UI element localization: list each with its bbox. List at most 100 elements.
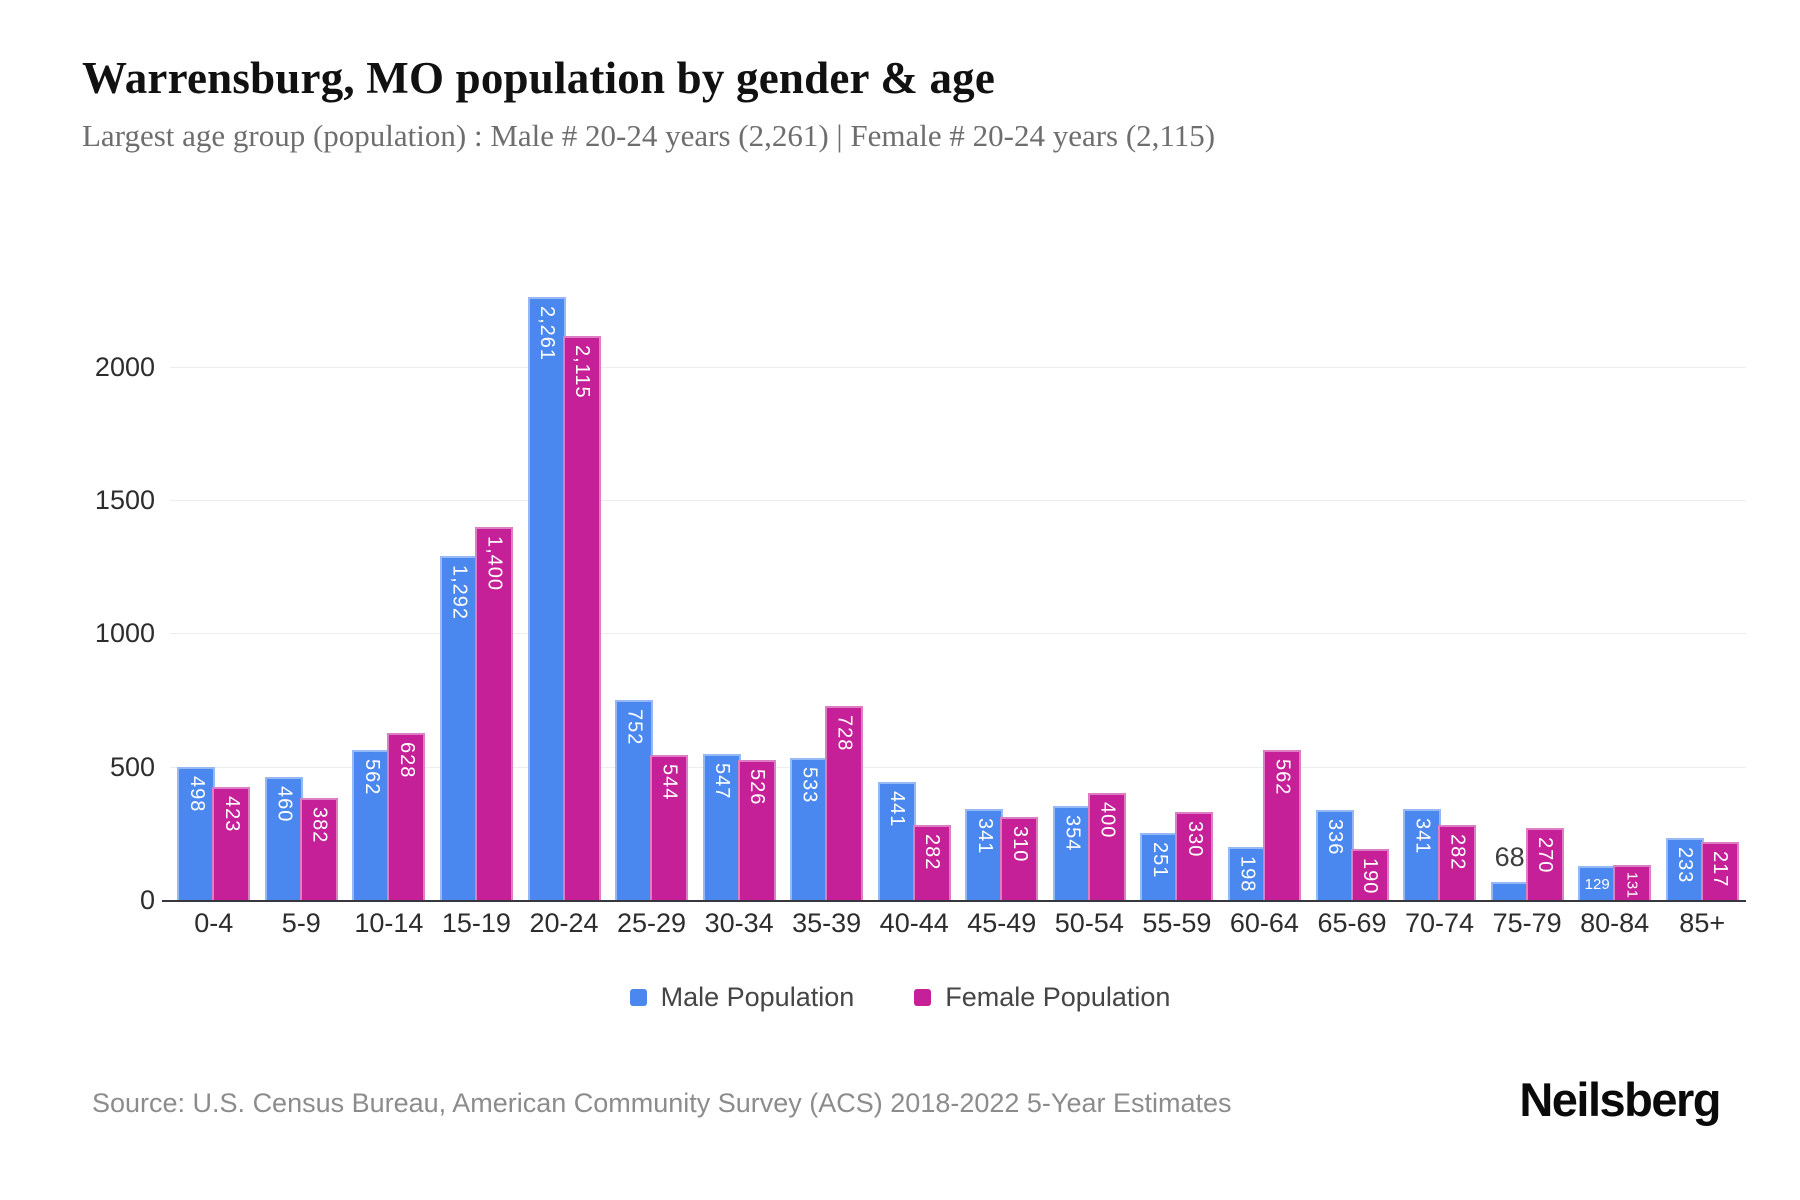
- neilsberg-logo: Neilsberg: [1519, 1073, 1721, 1126]
- bar-male-10-14[interactable]: 562: [352, 750, 391, 900]
- x-axis-tick-label: 70-74: [1405, 908, 1475, 938]
- bar-female-0-4[interactable]: 423: [212, 787, 251, 900]
- source-attribution: Source: U.S. Census Bureau, American Com…: [92, 1088, 1232, 1118]
- x-axis-line: [162, 900, 1746, 902]
- bar-male-15-19[interactable]: 1,292: [439, 556, 478, 900]
- bar-value-label: 68: [1494, 842, 1525, 872]
- bar-value-label: 198: [1236, 856, 1259, 893]
- bar-male-70-74[interactable]: 341: [1403, 809, 1442, 900]
- legend: Male Population Female Population: [0, 982, 1800, 1013]
- gridline: [170, 500, 1746, 502]
- x-axis-tick-label: 85+: [1679, 908, 1726, 938]
- bar-male-50-54[interactable]: 354: [1052, 806, 1091, 900]
- y-axis-tick-label: 1500: [94, 485, 155, 516]
- legend-label-female: Female Population: [945, 982, 1171, 1012]
- x-axis-tick-label: 15-19: [441, 908, 511, 938]
- x-axis-tick-label: 55-59: [1142, 908, 1212, 938]
- bar-value-label: 628: [395, 742, 418, 779]
- bar-male-75-79[interactable]: [1490, 882, 1529, 900]
- bar-value-label: 217: [1709, 851, 1732, 888]
- gridline: [170, 766, 1746, 768]
- chart-subtitle: Largest age group (population) : Male # …: [82, 118, 1216, 153]
- x-axis-tick-label: 75-79: [1492, 908, 1562, 938]
- x-axis-tick-label: 65-69: [1317, 908, 1387, 938]
- bar-female-30-34[interactable]: 526: [737, 760, 776, 900]
- bar-male-20-24[interactable]: 2,261: [527, 297, 566, 900]
- bar-value-label: 544: [658, 764, 681, 801]
- x-axis-tick-label: 45-49: [967, 908, 1037, 938]
- bar-male-30-34[interactable]: 547: [702, 754, 741, 900]
- bar-female-75-79[interactable]: 270: [1525, 828, 1564, 900]
- bar-value-label: 282: [1446, 834, 1469, 871]
- bar-value-label: 728: [833, 715, 856, 752]
- bar-male-0-4[interactable]: 498: [177, 767, 216, 900]
- bar-male-5-9[interactable]: 460: [264, 777, 303, 900]
- bar-value-label: 251: [1148, 842, 1171, 879]
- bar-value-label: 341: [1411, 818, 1434, 855]
- bar-female-85+[interactable]: 217: [1700, 842, 1739, 900]
- x-axis-tick-label: 5-9: [281, 908, 321, 938]
- bar-male-80-84[interactable]: 129: [1578, 866, 1617, 900]
- bar-value-label: 341: [973, 818, 996, 855]
- bar-value-label: 270: [1534, 837, 1557, 874]
- bar-male-85+[interactable]: 233: [1665, 838, 1704, 900]
- x-axis-tick-label: 25-29: [617, 908, 687, 938]
- bar-male-25-29[interactable]: 752: [615, 700, 654, 900]
- bar-female-15-19[interactable]: 1,400: [474, 527, 513, 900]
- x-axis-tick-label: 60-64: [1229, 908, 1299, 938]
- legend-label-male: Male Population: [660, 982, 855, 1012]
- y-axis-tick-label: 2000: [94, 351, 155, 382]
- legend-item-female[interactable]: Female Population: [914, 982, 1170, 1013]
- x-axis-tick-label: 80-84: [1580, 908, 1650, 938]
- y-axis-tick-label: 0: [139, 885, 155, 915]
- bar-value-label: 460: [273, 786, 296, 823]
- bar-male-40-44[interactable]: 441: [877, 782, 916, 900]
- bar-value-label: 2,115: [571, 345, 593, 399]
- y-axis-tick-label: 500: [109, 751, 155, 782]
- bar-female-55-59[interactable]: 330: [1175, 812, 1214, 900]
- bar-male-55-59[interactable]: 251: [1140, 833, 1179, 900]
- bar-value-label: 131: [1623, 872, 1641, 899]
- x-axis-tick-label: 35-39: [792, 908, 862, 938]
- x-axis-tick-label: 50-54: [1054, 908, 1124, 938]
- bar-male-35-39[interactable]: 533: [790, 758, 829, 900]
- legend-item-male[interactable]: Male Population: [629, 982, 855, 1013]
- bar-value-label: 526: [746, 769, 769, 806]
- bar-value-label: 441: [886, 791, 909, 828]
- bar-female-20-24[interactable]: 2,115: [562, 336, 601, 900]
- bar-male-65-69[interactable]: 336: [1315, 810, 1354, 900]
- bar-female-50-54[interactable]: 400: [1087, 793, 1126, 900]
- bar-male-60-64[interactable]: 198: [1227, 847, 1266, 900]
- gridline: [170, 633, 1746, 635]
- bar-female-10-14[interactable]: 628: [387, 733, 426, 900]
- bar-female-60-64[interactable]: 562: [1262, 750, 1301, 900]
- bar-female-45-49[interactable]: 310: [1000, 817, 1039, 900]
- bar-female-80-84[interactable]: 131: [1613, 865, 1652, 900]
- x-axis-tick-label: 30-34: [704, 908, 774, 938]
- bar-female-5-9[interactable]: 382: [299, 798, 338, 900]
- bar-value-label: 330: [1183, 821, 1206, 858]
- bar-value-label: 310: [1008, 826, 1031, 863]
- bar-female-25-29[interactable]: 544: [650, 755, 689, 900]
- bar-value-label: 547: [711, 763, 734, 800]
- bar-value-label: 752: [623, 709, 646, 746]
- bar-value-label: 2,261: [536, 306, 558, 362]
- chart-title: Warrensburg, MO population by gender & a…: [82, 53, 996, 103]
- bar-female-70-74[interactable]: 282: [1438, 825, 1477, 900]
- bar-value-label: 423: [220, 796, 243, 833]
- bar-female-35-39[interactable]: 728: [825, 706, 864, 900]
- bar-male-45-49[interactable]: 341: [965, 809, 1004, 900]
- bar-value-label: 354: [1061, 815, 1084, 852]
- bar-value-label: 382: [308, 807, 331, 844]
- gridline: [170, 366, 1746, 368]
- bar-value-label: 562: [1271, 759, 1294, 796]
- x-axis-tick-label: 10-14: [354, 908, 424, 938]
- bar-value-label: 562: [360, 759, 383, 796]
- bar-value-label: 282: [921, 834, 944, 871]
- x-axis-tick-label: 20-24: [529, 908, 599, 938]
- bar-female-40-44[interactable]: 282: [912, 825, 951, 900]
- bar-female-65-69[interactable]: 190: [1350, 849, 1389, 900]
- bar-value-label: 233: [1674, 847, 1697, 884]
